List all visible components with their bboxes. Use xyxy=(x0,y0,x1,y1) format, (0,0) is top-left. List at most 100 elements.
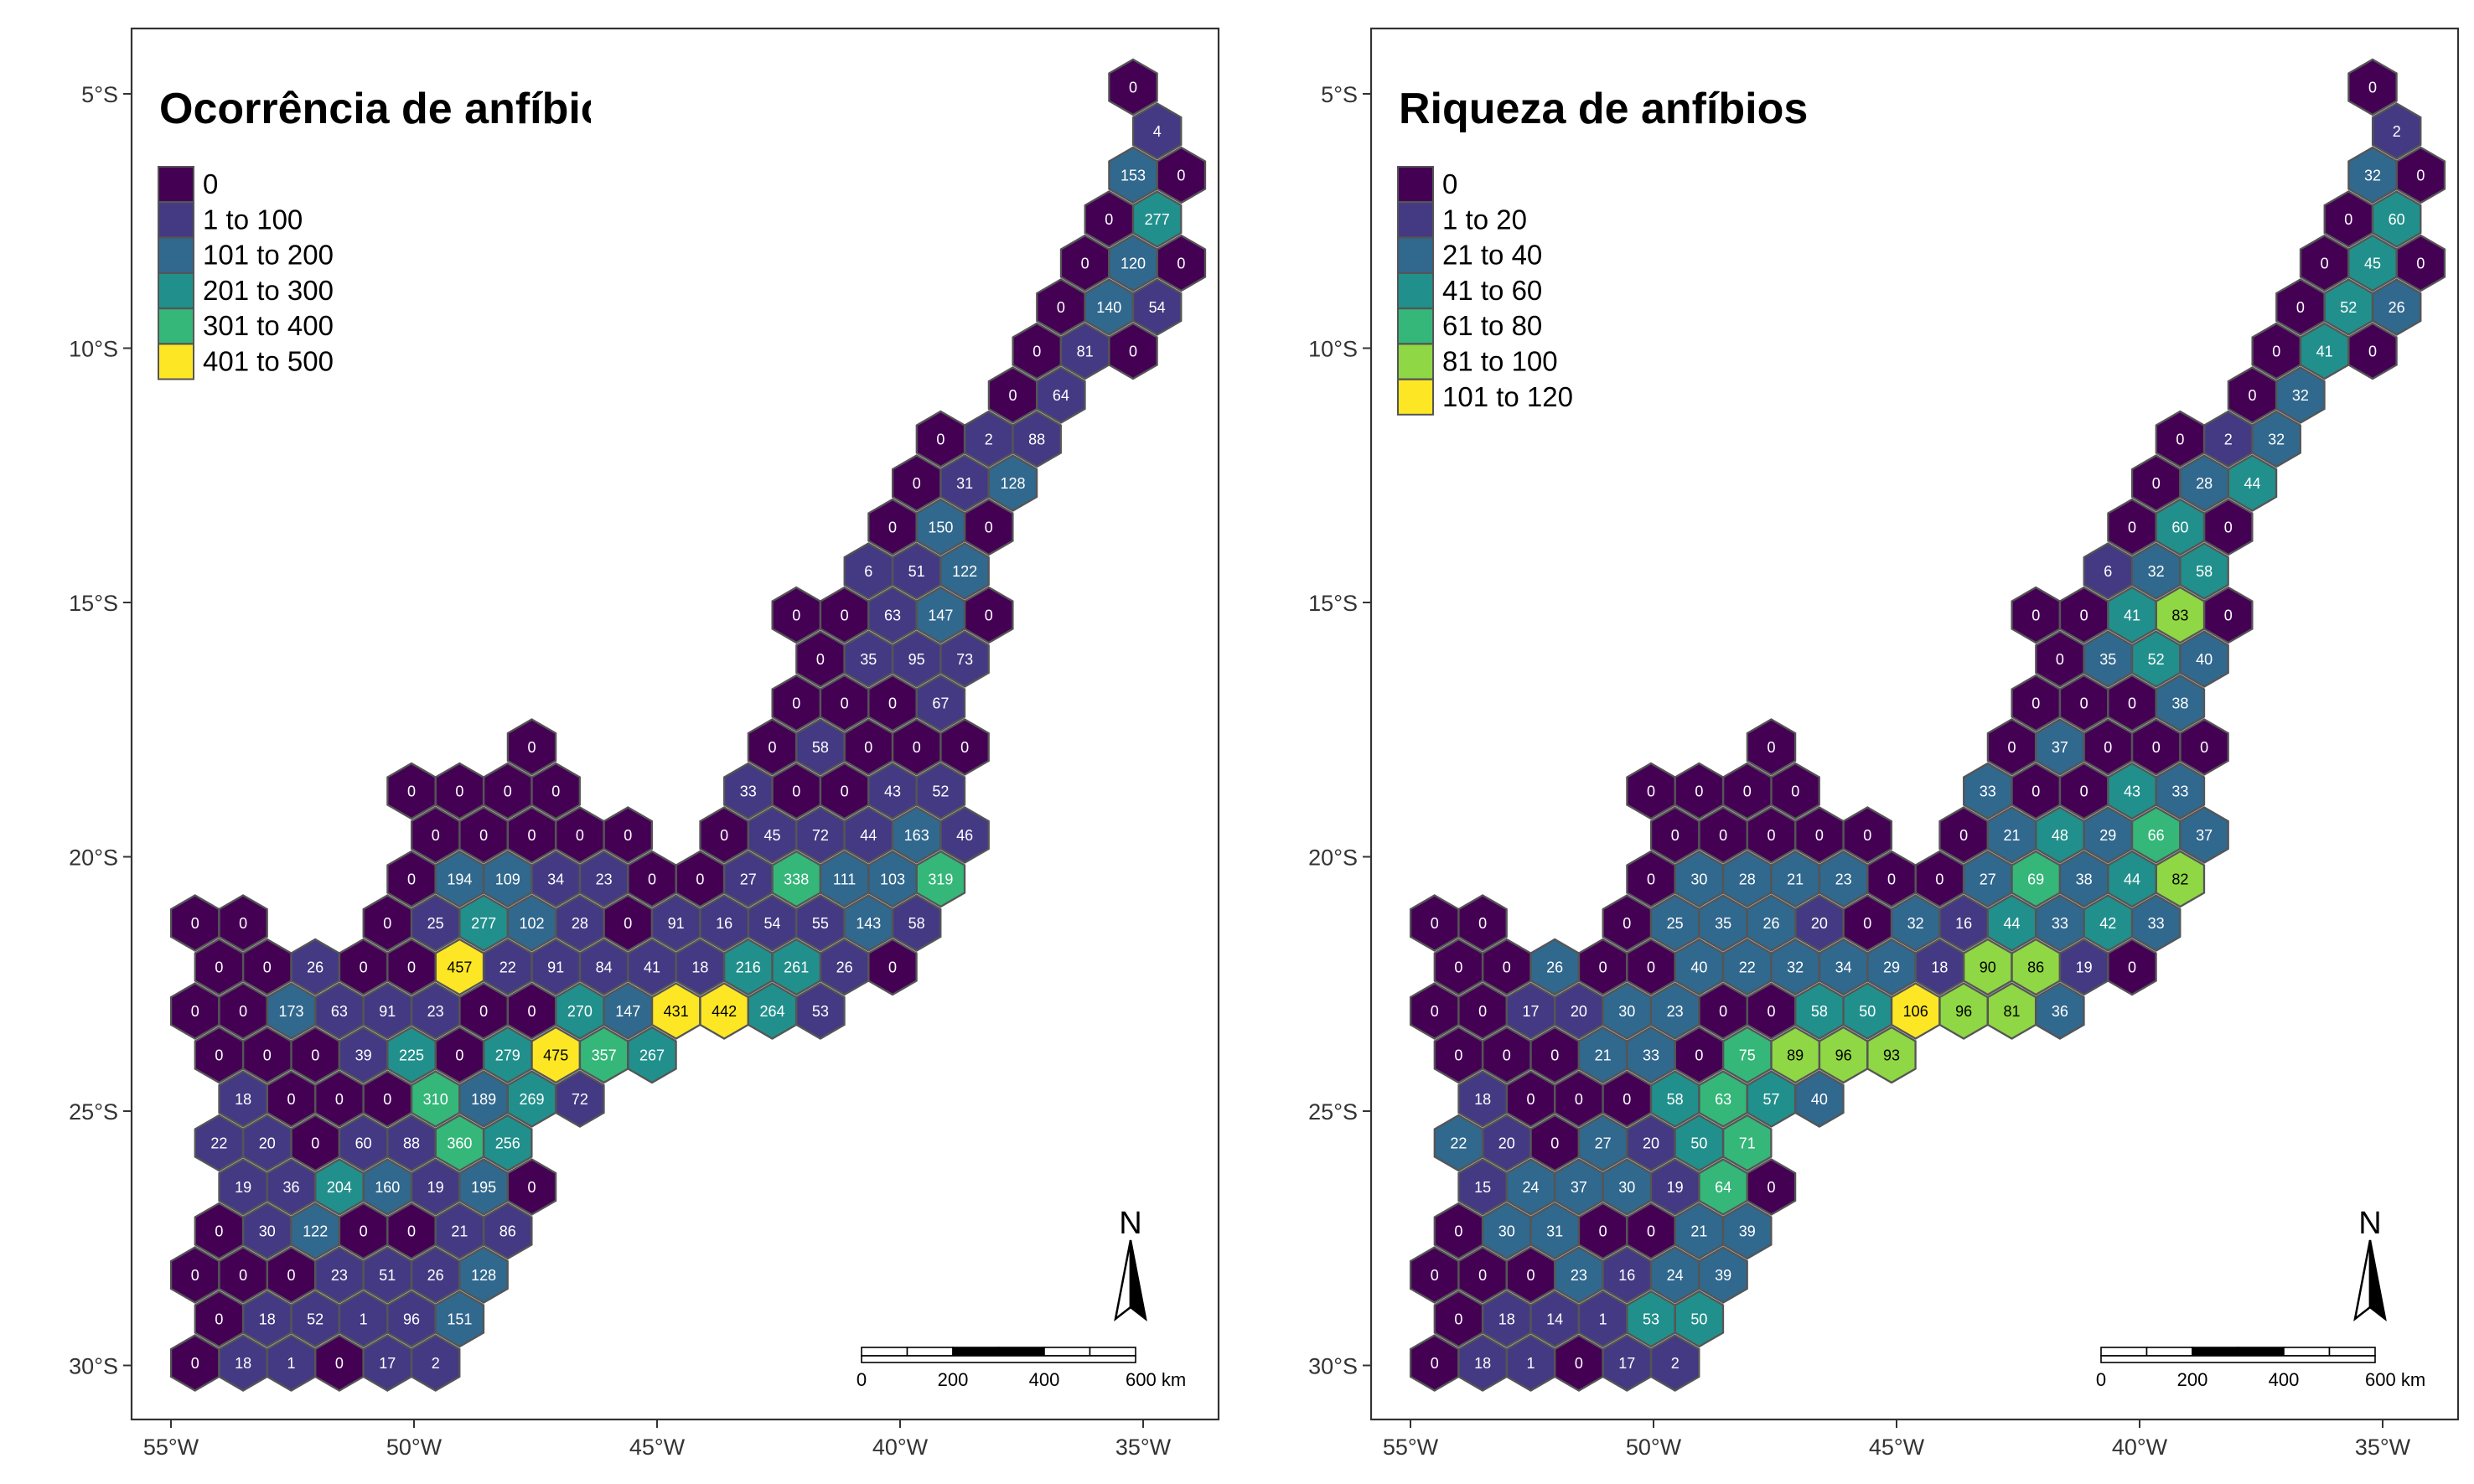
hex-cell: 0 xyxy=(1914,850,1965,908)
hex-cell: 0 xyxy=(1722,762,1773,820)
hex-cell: 160 xyxy=(362,1158,413,1216)
hex-cell-value: 0 xyxy=(527,1179,536,1196)
hex-cell-value: 128 xyxy=(471,1267,496,1284)
hex-cell: 0 xyxy=(314,1070,365,1128)
hex-cell-value: 96 xyxy=(403,1311,420,1328)
hex-cell-value: 0 xyxy=(841,695,849,712)
hex-cell-value: 58 xyxy=(812,739,829,756)
lat-tick-label: 15°S xyxy=(1308,591,1358,616)
hex-cell: 96 xyxy=(1818,1026,1869,1084)
hex-cell: 0 xyxy=(1433,1290,1484,1348)
hex-cell-value: 29 xyxy=(1883,959,1900,976)
hex-cell-value: 0 xyxy=(239,1267,247,1284)
hex-cell: 0 xyxy=(1108,322,1158,380)
hex-cell: 360 xyxy=(434,1114,485,1172)
map-panel-1: 55°W 50°W 45°W 40°W 35°W 5°S 10°S 15°S 20°S 25°S 3… xyxy=(69,27,1220,1460)
hex-cell-value: 0 xyxy=(2080,608,2088,624)
hex-cell: 0 xyxy=(867,674,918,732)
legend-swatch xyxy=(1397,378,1434,416)
hex-cell-value: 0 xyxy=(1454,1047,1462,1064)
hex-cell-value: 0 xyxy=(1008,387,1017,404)
hex-cell-value: 20 xyxy=(1498,1135,1515,1152)
hex-cell-value: 1 xyxy=(287,1355,295,1372)
hex-cell-shape xyxy=(2395,146,2446,204)
hex-cell: 0 xyxy=(1529,1026,1580,1084)
hex-cell-value: 18 xyxy=(259,1311,276,1328)
hex-cell-value: 0 xyxy=(527,827,536,844)
hex-cell-value: 0 xyxy=(191,1355,199,1372)
hex-cell-value: 0 xyxy=(648,871,656,888)
hex-cell: 88 xyxy=(386,1114,437,1172)
hex-cell: 0 xyxy=(1482,938,1532,996)
hex-cell: 29 xyxy=(2083,806,2134,864)
hex-cell: 29 xyxy=(1866,938,1917,996)
hex-cell-value: 20 xyxy=(1811,915,1828,932)
hex-cell-value: 39 xyxy=(1739,1223,1756,1240)
hex-cell-value: 63 xyxy=(884,608,901,624)
hex-cell: 0 xyxy=(1554,1334,1604,1392)
hex-cell-value: 44 xyxy=(2003,915,2020,932)
hex-cell: 0 xyxy=(2275,278,2326,336)
hex-cell: 58 xyxy=(891,894,942,952)
hex-cell-value: 204 xyxy=(327,1179,352,1196)
hex-cell-value: 31 xyxy=(956,475,973,492)
hex-cell-shape xyxy=(1722,1202,1773,1260)
hex-cell: 2 xyxy=(2203,410,2254,468)
hex-cell-value: 22 xyxy=(499,959,516,976)
hex-cell-value: 50 xyxy=(1690,1311,1707,1328)
hex-cell-value: 0 xyxy=(816,651,825,668)
lon-tick-label: 50°W xyxy=(386,1435,443,1460)
hex-cell-value: 60 xyxy=(355,1135,372,1152)
hex-cell: 0 xyxy=(266,1070,317,1128)
hex-cell-value: 16 xyxy=(1618,1267,1635,1284)
hex-cell: 0 xyxy=(218,894,268,952)
hex-cell-value: 2 xyxy=(432,1355,440,1372)
hex-cell-value: 0 xyxy=(2152,475,2161,492)
hex-cell: 270 xyxy=(555,982,605,1040)
hex-cell-value: 33 xyxy=(740,783,757,800)
hex-cell-value: 86 xyxy=(499,1223,516,1240)
hex-cell-value: 52 xyxy=(2340,299,2357,316)
hex-cell-shape xyxy=(987,454,1038,512)
hex-cell-value: 0 xyxy=(2080,695,2088,712)
hex-cell: 0 xyxy=(434,762,485,820)
scale-bar-segment xyxy=(1043,1347,1091,1357)
hex-cell-value: 195 xyxy=(471,1179,496,1196)
hex-cell-shape xyxy=(939,806,990,864)
hex-cell-value: 83 xyxy=(2171,608,2188,624)
hex-cell: 24 xyxy=(1649,1246,1700,1304)
hex-cell: 0 xyxy=(2179,718,2229,776)
hex-cell-value: 22 xyxy=(210,1135,227,1152)
hex-cell: 475 xyxy=(531,1026,581,1084)
hex-cell: 30 xyxy=(1482,1202,1532,1260)
hex-cell: 63 xyxy=(314,982,365,1040)
hex-cell-value: 18 xyxy=(1474,1091,1491,1108)
hex-cell: 34 xyxy=(531,850,581,908)
hex-cell-value: 33 xyxy=(2148,915,2165,932)
lon-tick-label: 40°W xyxy=(2112,1435,2168,1460)
hex-cell-value: 0 xyxy=(2321,256,2329,272)
hex-cell: 43 xyxy=(867,762,918,820)
hex-cell: 0 xyxy=(2347,58,2398,116)
hex-cell-value: 0 xyxy=(2128,695,2136,712)
hex-cell-shape xyxy=(410,1334,461,1392)
hex-cell: 256 xyxy=(483,1114,533,1172)
hex-cell: 0 xyxy=(506,806,557,864)
hex-cell: 0 xyxy=(1409,1334,1460,1392)
hex-cell-value: 0 xyxy=(841,783,849,800)
hex-cell-value: 32 xyxy=(2364,168,2381,184)
hex-cell-value: 33 xyxy=(2052,915,2068,932)
legend-label: 101 to 200 xyxy=(203,240,334,271)
hex-cell: 0 xyxy=(169,982,220,1040)
hex-cell-value: 0 xyxy=(1719,827,1727,844)
hex-cell-value: 0 xyxy=(1478,915,1487,932)
hex-cell-value: 0 xyxy=(1887,871,1896,888)
hex-cell: 50 xyxy=(1674,1114,1725,1172)
hex-cell-value: 75 xyxy=(1739,1047,1756,1064)
hex-cell: 28 xyxy=(2179,454,2229,512)
hex-cell: 0 xyxy=(1505,1246,1556,1304)
hex-cell-value: 0 xyxy=(1478,1003,1487,1020)
hex-cell-value: 1 xyxy=(1599,1311,1607,1328)
hex-cell-value: 60 xyxy=(2389,211,2405,228)
